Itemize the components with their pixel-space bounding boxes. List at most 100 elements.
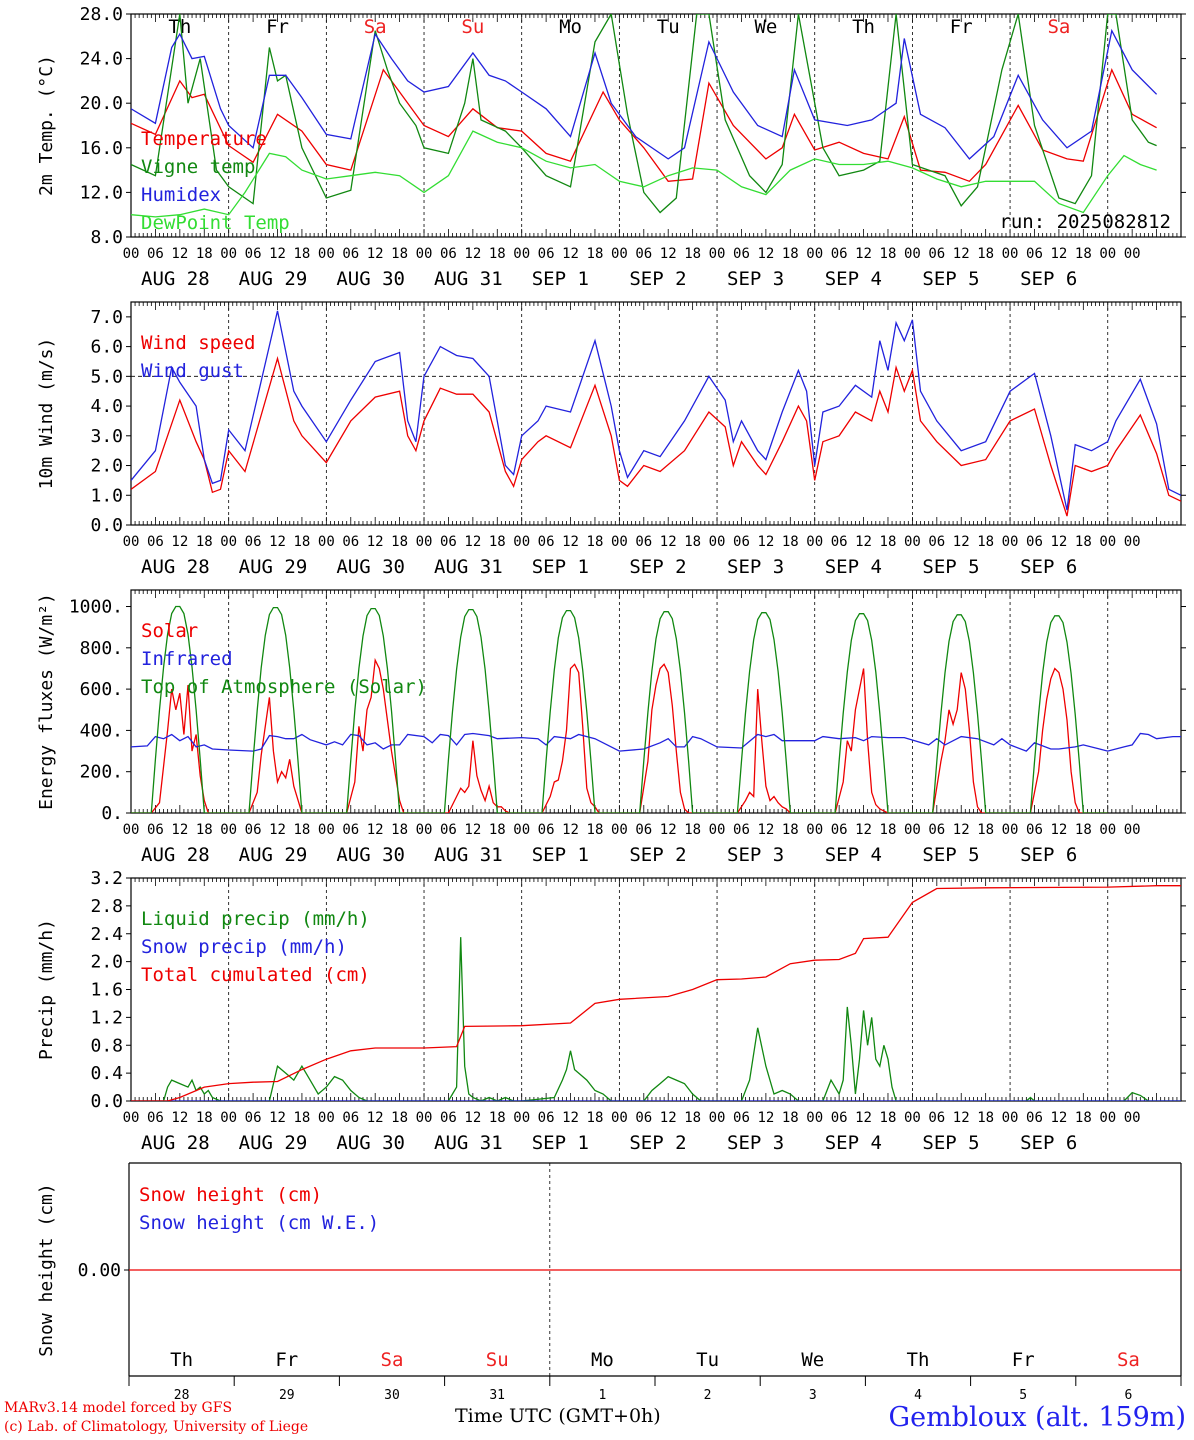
- energy-frame: [130, 589, 1182, 814]
- date-label: AUG 31: [434, 1132, 503, 1154]
- series-line-wind-gust: [131, 310, 1181, 511]
- hour-tick-label: 18: [489, 1110, 506, 1126]
- hour-tick-label: 12: [1050, 534, 1067, 550]
- hour-tick-label: 12: [464, 534, 481, 550]
- x-axis-label: Time UTC (GMT+0h): [455, 1405, 661, 1427]
- hour-tick-label: 06: [538, 534, 555, 550]
- hour-tick-label: 12: [660, 822, 677, 838]
- hour-axis: 00 06 12 18 00 06 12 18 00 06 12 18 00 06 12 18 00 06 12 18…: [123, 822, 1141, 866]
- hour-tick-label: 00: [1002, 822, 1019, 838]
- hour-tick-label: 00: [904, 534, 921, 550]
- y-tick-label: 0.: [101, 803, 123, 824]
- date-label: SEP 3: [727, 268, 784, 290]
- wind-panel: 0.0 1.0 2.0 3.0 4.0 5.0 6.0 7.0 10m Wind (m/s) Wi…: [36, 301, 1186, 536]
- hour-tick-label: 06: [147, 246, 164, 262]
- hour-tick-label: 06: [342, 1110, 359, 1126]
- hour-tick-label: 18: [880, 822, 897, 838]
- day-name: Sa: [1047, 16, 1070, 38]
- date-label: SEP 1: [532, 268, 589, 290]
- hour-tick-label: 00: [1099, 246, 1116, 262]
- hour-tick-label: 18: [587, 246, 604, 262]
- hour-tick-label: 12: [562, 822, 579, 838]
- hour-tick-label: 06: [440, 1110, 457, 1126]
- hour-tick-label: 00: [416, 534, 433, 550]
- date-label: SEP 5: [922, 844, 979, 866]
- hour-tick-label: 18: [782, 534, 799, 550]
- hour-tick-label: 12: [855, 822, 872, 838]
- hour-tick-label: 00: [1002, 1110, 1019, 1126]
- day-name: Fr: [950, 16, 973, 38]
- y-axis-label: Energy fluxes (W/m²): [36, 593, 57, 810]
- hour-tick-label: 06: [147, 1110, 164, 1126]
- hour-tick-label: 06: [147, 534, 164, 550]
- hour-tick-label: 00: [1124, 246, 1141, 262]
- y-tick-label: 6.0: [90, 337, 123, 358]
- y-tick-label: 200.: [80, 762, 123, 783]
- hour-axis: 00 06 12 18 00 06 12 18 00 06 12 18 00 06 12 18 00 06 12 18…: [123, 534, 1141, 578]
- date-label: AUG 28: [141, 556, 210, 578]
- date-label: SEP 2: [629, 844, 686, 866]
- date-label: AUG 30: [336, 844, 405, 866]
- hour-tick-label: 06: [635, 822, 652, 838]
- y-tick-label: 3.0: [90, 426, 123, 447]
- hour-tick-label: 00: [904, 1110, 921, 1126]
- hour-tick-label: 18: [782, 822, 799, 838]
- hour-tick-label: 00: [123, 1110, 140, 1126]
- day-name: We: [754, 16, 777, 38]
- y-tick-label: 2.0: [90, 952, 123, 973]
- date-label: SEP 1: [532, 1132, 589, 1154]
- hour-tick-label: 06: [1026, 534, 1043, 550]
- hour-tick-label: 06: [538, 246, 555, 262]
- hour-tick-label: 18: [880, 1110, 897, 1126]
- date-label: SEP 6: [1020, 844, 1077, 866]
- date-label: SEP 5: [922, 556, 979, 578]
- hour-tick-label: 18: [587, 534, 604, 550]
- hour-tick-label: 12: [464, 246, 481, 262]
- y-tick-label: 0.00: [78, 1260, 121, 1281]
- hour-tick-label: 12: [757, 246, 774, 262]
- meteogram-panels: Th Fr Sa Su Mo Tu We Th Fr Sa8.012.016.020.024.02…: [36, 4, 1186, 1403]
- y-tick-label: 28.0: [80, 4, 123, 25]
- day-name: Th: [852, 16, 875, 38]
- series-line-temperature: [131, 67, 1157, 183]
- hour-tick-label: 18: [684, 1110, 701, 1126]
- hour-tick-label: 12: [562, 246, 579, 262]
- hour-tick-label: 06: [147, 822, 164, 838]
- y-tick-label: 2.4: [90, 924, 123, 945]
- hour-tick-label: 18: [880, 246, 897, 262]
- date-label: SEP 1: [532, 556, 589, 578]
- hour-tick-label: 18: [391, 822, 408, 838]
- legend-entry: Infrared: [141, 648, 233, 670]
- y-tick-label: 2.0: [90, 456, 123, 477]
- hour-tick-label: 18: [782, 1110, 799, 1126]
- hour-axis: 00 06 12 18 00 06 12 18 00 06 12 18 00 06 12 18 00 06 12 18…: [123, 1110, 1141, 1154]
- hour-tick-label: 00: [709, 1110, 726, 1126]
- date-label: SEP 6: [1020, 268, 1077, 290]
- hour-tick-label: 12: [660, 246, 677, 262]
- hour-tick-label: 00: [709, 822, 726, 838]
- y-tick-label: 0.8: [90, 1035, 123, 1056]
- hour-tick-label: 06: [1026, 1110, 1043, 1126]
- date-label: AUG 29: [239, 268, 308, 290]
- station-name: Gembloux (alt. 159m): [888, 1402, 1186, 1433]
- hour-tick-label: 00: [513, 534, 530, 550]
- hour-tick-label: 00: [513, 246, 530, 262]
- legend-entry: DewPoint Temp: [141, 212, 290, 234]
- date-label: AUG 30: [336, 556, 405, 578]
- hour-tick-label: 00: [1124, 1110, 1141, 1126]
- lab-credit: (c) Lab. of Climatology, University of L…: [4, 1419, 309, 1435]
- hour-tick-label: 18: [684, 822, 701, 838]
- legend-entry: Wind gust: [141, 360, 244, 382]
- date-label: SEP 6: [1020, 556, 1077, 578]
- day-number: 5: [1019, 1388, 1027, 1403]
- legend-entry: Liquid precip (mm/h): [141, 908, 370, 930]
- day-number: 1: [598, 1388, 606, 1403]
- hour-tick-label: 12: [269, 1110, 286, 1126]
- y-tick-label: 3.2: [90, 868, 123, 889]
- hour-tick-label: 18: [977, 1110, 994, 1126]
- hour-tick-label: 18: [977, 534, 994, 550]
- date-label: SEP 2: [629, 268, 686, 290]
- series-line-top-of-atmosphere-solar-: [131, 605, 1108, 813]
- hour-tick-label: 00: [416, 1110, 433, 1126]
- hour-tick-label: 12: [855, 246, 872, 262]
